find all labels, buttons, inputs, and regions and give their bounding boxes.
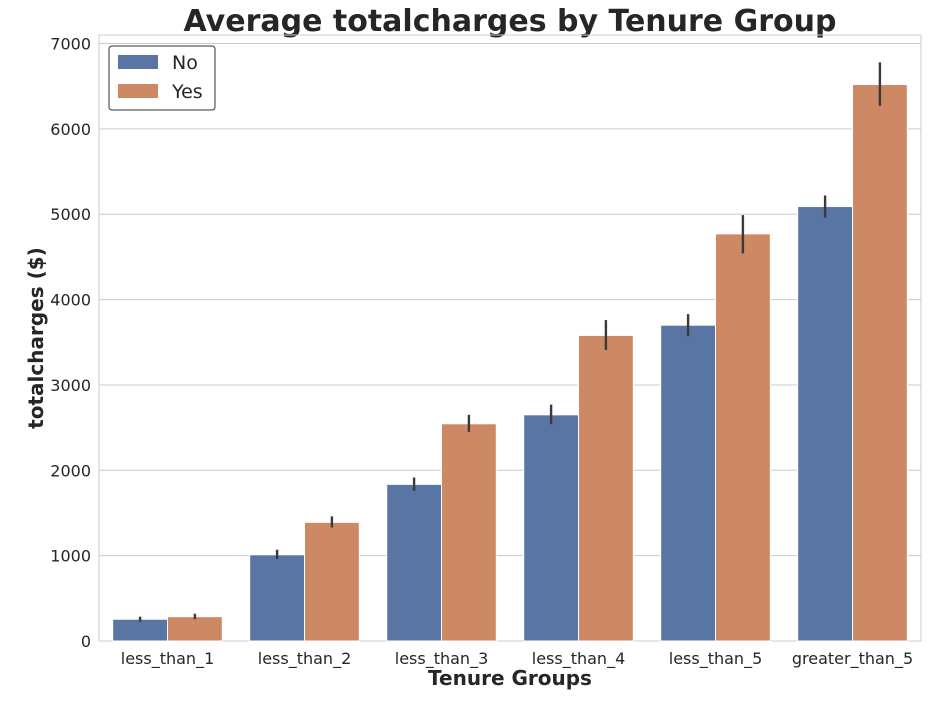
y-tick-label: 7000 (50, 35, 91, 54)
legend-label-yes: Yes (171, 81, 203, 103)
bar-yes-less_than_5 (715, 233, 771, 642)
bar-no-less_than_3 (386, 483, 443, 642)
x-axis-label: Tenure Groups (428, 666, 592, 690)
y-tick-label: 5000 (50, 205, 91, 224)
x-tick-label: less_than_3 (395, 649, 489, 669)
x-tick-labels: less_than_1 less_than_2 less_than_3 less_th… (121, 649, 913, 669)
bar-no-less_than_5 (660, 324, 717, 642)
bar-no-less_than_4 (523, 414, 580, 642)
chart-title: Average totalcharges by Tenure Group (184, 4, 837, 39)
bar-no-greater_than_5 (797, 206, 854, 642)
legend-swatch-no (118, 55, 158, 69)
bar-yes-less_than_3 (441, 423, 497, 642)
bar-yes-less_than_1 (167, 616, 223, 642)
legend-swatch-yes (118, 84, 158, 98)
error-bars (138, 62, 882, 622)
y-tick-labels: 0 1000 2000 3000 4000 5000 6000 7000 (50, 35, 91, 651)
bar-yes-less_than_2 (304, 521, 360, 642)
y-tick-label: 4000 (50, 291, 91, 310)
bar-no-less_than_2 (249, 554, 305, 642)
x-tick-label: greater_than_5 (792, 649, 913, 669)
bar-yes-greater_than_5 (852, 84, 908, 642)
x-tick-label: less_than_2 (258, 649, 352, 669)
plot-frame (98, 34, 922, 642)
legend: No Yes (108, 45, 216, 111)
bars (112, 84, 908, 642)
y-tick-label: 0 (81, 632, 91, 651)
y-tick-label: 3000 (50, 376, 91, 395)
y-tick-label: 2000 (50, 461, 91, 480)
y-tick-label: 1000 (50, 547, 91, 566)
y-tick-label: 6000 (50, 120, 91, 139)
bar-yes-less_than_4 (578, 334, 634, 642)
x-tick-label: less_than_4 (532, 649, 626, 669)
bar-no-less_than_1 (112, 618, 168, 642)
y-axis-label: totalcharges ($) (24, 247, 48, 429)
legend-label-no: No (172, 52, 198, 74)
x-tick-label: less_than_5 (669, 649, 763, 669)
x-tick-label: less_than_1 (121, 649, 215, 669)
gridlines (99, 43, 921, 642)
